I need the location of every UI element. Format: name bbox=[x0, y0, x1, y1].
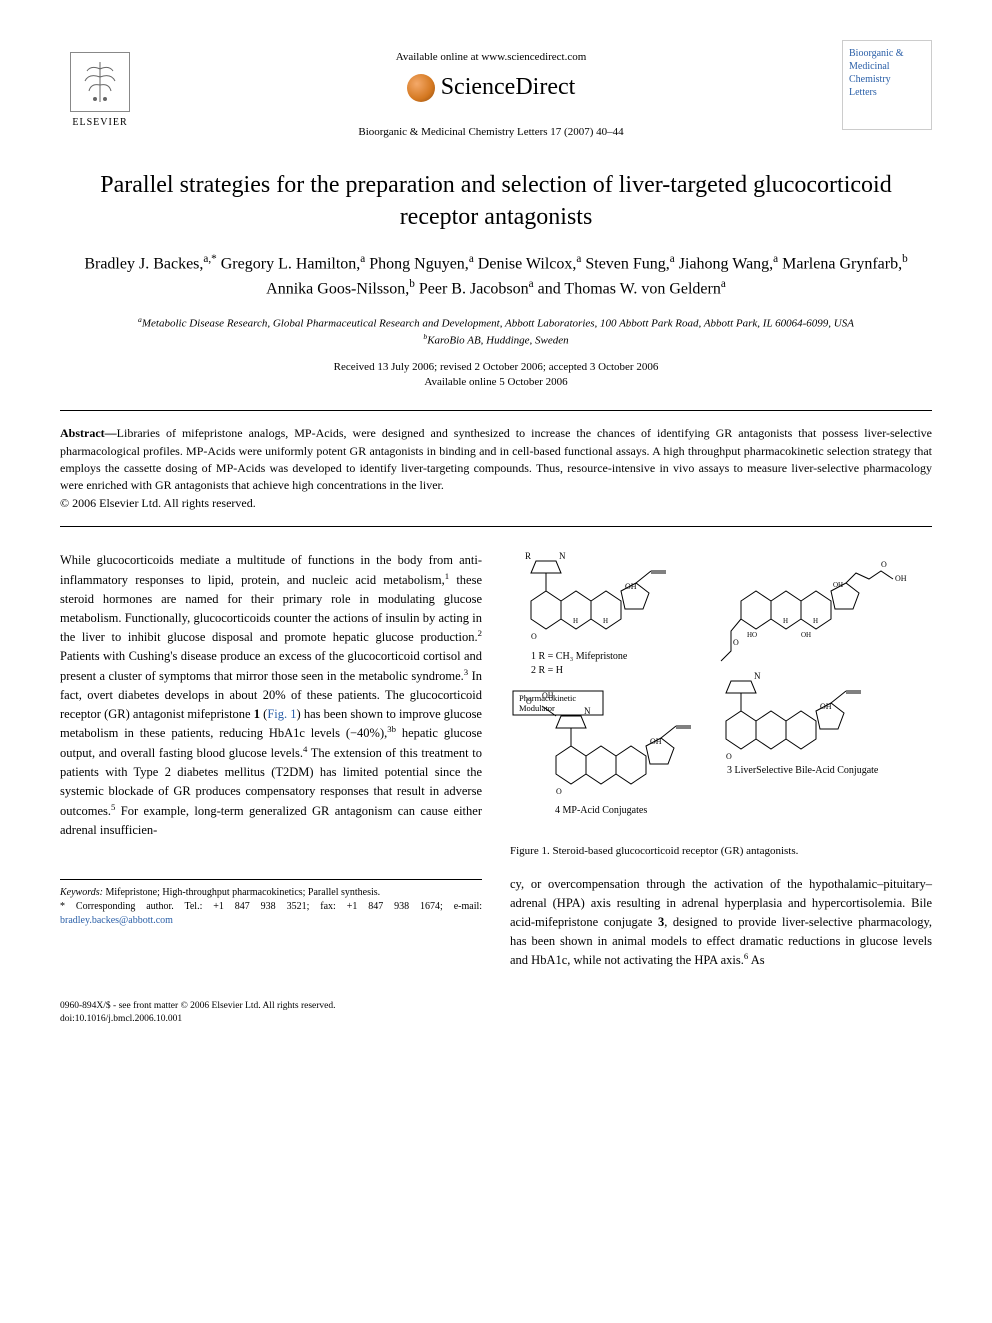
abstract-label: Abstract— bbox=[60, 426, 117, 440]
svg-text:O: O bbox=[726, 752, 732, 761]
page-footer: 0960-894X/$ - see front matter © 2006 El… bbox=[60, 1000, 932, 1025]
svg-text:N: N bbox=[754, 671, 761, 681]
left-column: While glucocorticoids mediate a multitud… bbox=[60, 551, 482, 970]
received-date: Received 13 July 2006; revised 2 October… bbox=[60, 360, 932, 375]
elsevier-label: ELSEVIER bbox=[72, 116, 127, 130]
svg-text:OH: OH bbox=[625, 582, 637, 591]
figure-1-structures: R N OH O H H bbox=[510, 551, 932, 831]
corresponding-author: * Corresponding author. Tel.: +1 847 938… bbox=[60, 900, 482, 928]
sciencedirect-label: ScienceDirect bbox=[441, 71, 576, 105]
affiliations: aMetabolic Disease Research, Global Phar… bbox=[60, 315, 932, 349]
article-dates: Received 13 July 2006; revised 2 October… bbox=[60, 360, 932, 391]
footer-copyright: 0960-894X/$ - see front matter © 2006 El… bbox=[60, 1000, 932, 1012]
affiliation-b: bKaroBio AB, Huddinge, Sweden bbox=[60, 332, 932, 349]
footer-doi: doi:10.1016/j.bmcl.2006.10.001 bbox=[60, 1013, 932, 1025]
journal-cover-line: Chemistry bbox=[849, 73, 925, 86]
available-online-text: Available online at www.sciencedirect.co… bbox=[140, 50, 842, 65]
article-title: Parallel strategies for the preparation … bbox=[60, 170, 932, 232]
journal-cover-line: Letters bbox=[849, 86, 925, 99]
divider bbox=[60, 410, 932, 411]
header-center: Available online at www.sciencedirect.co… bbox=[140, 40, 842, 140]
svg-text:H: H bbox=[573, 617, 578, 625]
keywords-line: Keywords: Mifepristone; High-throughput … bbox=[60, 886, 482, 900]
online-date: Available online 5 October 2006 bbox=[60, 375, 932, 390]
fig1-pk-label-1: Pharmacokinetic bbox=[519, 693, 576, 703]
keywords-block: Keywords: Mifepristone; High-throughput … bbox=[60, 879, 482, 928]
svg-text:HO: HO bbox=[747, 631, 757, 639]
fig1-label-2: 2 R = H bbox=[531, 665, 563, 676]
figure-1-caption: Figure 1. Steroid-based glucocorticoid r… bbox=[510, 843, 932, 860]
svg-text:H: H bbox=[603, 617, 608, 625]
svg-text:R: R bbox=[525, 551, 531, 561]
svg-text:O: O bbox=[733, 638, 739, 647]
divider bbox=[60, 526, 932, 527]
header-row: ELSEVIER Available online at www.science… bbox=[60, 40, 932, 140]
svg-text:N: N bbox=[559, 551, 566, 561]
svg-text:OH: OH bbox=[650, 737, 662, 746]
fig1-label-4: 4 MP-Acid Conjugates bbox=[555, 805, 647, 816]
abstract-copyright: © 2006 Elsevier Ltd. All rights reserved… bbox=[60, 495, 932, 512]
journal-cover: Bioorganic & Medicinal Chemistry Letters bbox=[842, 40, 932, 130]
citation-line: Bioorganic & Medicinal Chemistry Letters… bbox=[140, 125, 842, 140]
right-column: R N OH O H H bbox=[510, 551, 932, 970]
abstract-body: Libraries of mifepristone analogs, MP-Ac… bbox=[60, 426, 932, 492]
body-paragraph-left: While glucocorticoids mediate a multitud… bbox=[60, 551, 482, 839]
authors-list: Bradley J. Backes,a,* Gregory L. Hamilto… bbox=[60, 251, 932, 302]
svg-text:OH: OH bbox=[820, 702, 832, 711]
journal-cover-line: Medicinal bbox=[849, 60, 925, 73]
svg-text:O: O bbox=[531, 632, 537, 641]
svg-text:O: O bbox=[556, 787, 562, 796]
body-columns: While glucocorticoids mediate a multitud… bbox=[60, 551, 932, 970]
sciencedirect-logo: ScienceDirect bbox=[407, 71, 576, 105]
sciencedirect-orb-icon bbox=[407, 74, 435, 102]
svg-text:H: H bbox=[783, 617, 788, 625]
elsevier-tree-icon bbox=[70, 52, 130, 112]
abstract: Abstract—Libraries of mifepristone analo… bbox=[60, 425, 932, 512]
fig1-pk-label-2: Modulator bbox=[519, 703, 555, 713]
journal-cover-line: Bioorganic & bbox=[849, 47, 925, 60]
svg-text:OH: OH bbox=[801, 631, 811, 639]
svg-text:OH: OH bbox=[833, 581, 843, 589]
fig1-label-3: 3 LiverSelective Bile-Acid Conjugate bbox=[727, 765, 879, 776]
elsevier-logo: ELSEVIER bbox=[60, 40, 140, 130]
affiliation-a: aMetabolic Disease Research, Global Phar… bbox=[60, 315, 932, 332]
svg-text:O: O bbox=[881, 560, 887, 569]
fig1-label-1: 1 R = CH₃ Mifepristone bbox=[531, 651, 628, 662]
svg-text:H: H bbox=[813, 617, 818, 625]
body-paragraph-right: cy, or overcompensation through the acti… bbox=[510, 875, 932, 970]
corresponding-email-link[interactable]: bradley.backes@abbott.com bbox=[60, 915, 173, 926]
figure-1: R N OH O H H bbox=[510, 551, 932, 859]
svg-text:OH: OH bbox=[895, 574, 907, 583]
